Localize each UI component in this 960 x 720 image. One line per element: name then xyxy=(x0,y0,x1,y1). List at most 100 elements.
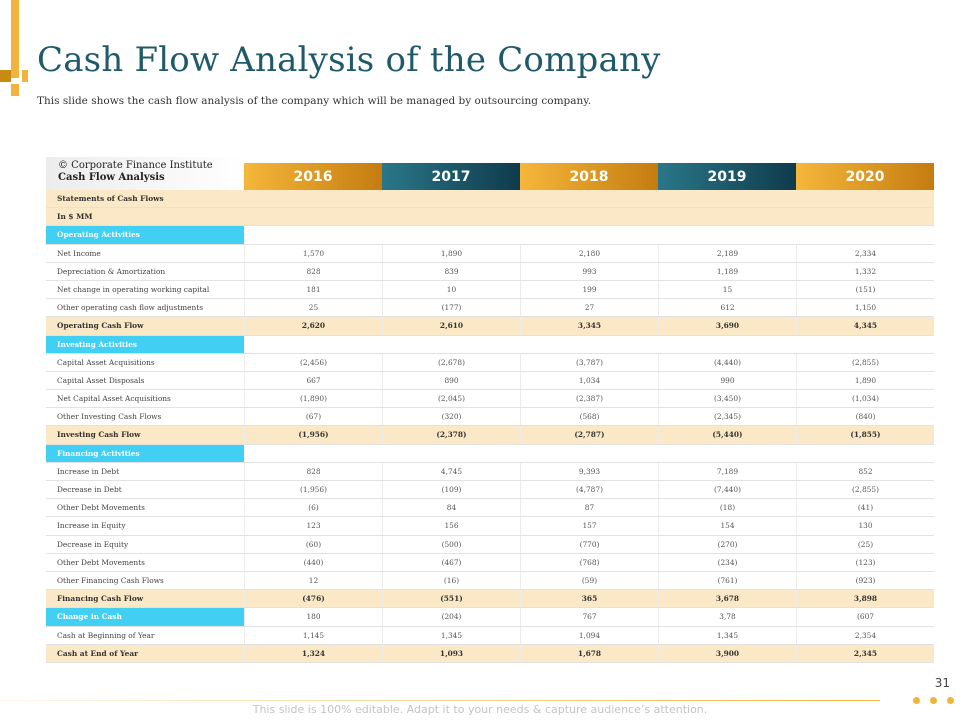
cell-value xyxy=(244,226,382,243)
cell-value: (234) xyxy=(658,553,796,571)
year-header: 2018 xyxy=(520,163,658,190)
row-label: Increase in Equity xyxy=(57,521,126,531)
cell-value: 828 xyxy=(244,262,382,280)
cell-value: 84 xyxy=(382,499,520,517)
cell-value xyxy=(382,190,520,207)
cell-value: (2,378) xyxy=(382,426,520,444)
slide-subtitle: This slide shows the cash flow analysis … xyxy=(37,95,592,107)
table-body: Statements of Cash Flows In $ MM Operating… xyxy=(46,190,934,663)
cell-value: (607 xyxy=(796,608,934,626)
cell-value: (18) xyxy=(658,499,796,517)
row-label: Increase in Debt xyxy=(57,466,120,476)
table-row: Investing Cash Flow (1,956) (2,378) (2,787)… xyxy=(46,426,934,445)
cell-value: 4,345 xyxy=(796,317,934,335)
table-row: Increase in Debt 828 4,745 9,393 7,189 852 xyxy=(46,462,934,481)
cell-value: (2,787) xyxy=(520,426,658,444)
cell-value: 25 xyxy=(244,299,382,317)
cell-value: (4,787) xyxy=(520,481,658,499)
table-row: Decrease in Debt (1,956) (109) (4,787) (7,44… xyxy=(46,481,934,500)
row-label: Cash at Beginning of Year xyxy=(57,630,155,640)
cell-value: (1,890) xyxy=(244,390,382,408)
cell-value: (123) xyxy=(796,553,934,571)
cell-value: 612 xyxy=(658,299,796,317)
cell-value: 1,332 xyxy=(796,262,934,280)
cell-value: 2,334 xyxy=(796,244,934,262)
cell-value: 2,610 xyxy=(382,317,520,335)
year-header: 2019 xyxy=(658,163,796,190)
page-title: Cash Flow Analysis of the Company xyxy=(37,40,661,80)
row-label: Other Financing Cash Flows xyxy=(57,575,164,585)
cell-value: (59) xyxy=(520,571,658,590)
cell-value: 27 xyxy=(520,299,658,317)
table-row: Financing Cash Flow (476) (551) 365 3,678 3,8… xyxy=(46,590,934,609)
table-row: Cash at End of Year 1,324 1,093 1,678 3,900 2… xyxy=(46,644,934,663)
cell-value: 365 xyxy=(520,590,658,608)
cell-value xyxy=(796,226,934,243)
row-label: Investing Cash Flow xyxy=(57,430,141,440)
cell-value: 2,189 xyxy=(658,244,796,262)
cell-value: 181 xyxy=(244,280,382,299)
cell-value: (151) xyxy=(796,280,934,299)
cell-value: 1,145 xyxy=(244,626,382,644)
cell-value xyxy=(658,208,796,225)
cell-value: 828 xyxy=(244,462,382,480)
cell-value: 1,570 xyxy=(244,244,382,262)
cell-value: (204) xyxy=(382,608,520,626)
cell-value xyxy=(520,226,658,243)
cell-value: 3,690 xyxy=(658,317,796,335)
row-label: Statements of Cash Flows xyxy=(57,194,164,203)
cell-value: 2,345 xyxy=(796,644,934,662)
cell-value: 1,324 xyxy=(244,644,382,662)
table-row: Depreciation & Amortization 828 839 993 1,18… xyxy=(46,262,934,281)
decorative-bar xyxy=(11,0,19,78)
row-label: Operating Cash Flow xyxy=(57,321,144,331)
row-label: Depreciation & Amortization xyxy=(57,266,166,276)
cell-value: (3,450) xyxy=(658,390,796,408)
table-row: Financing Activities xyxy=(46,444,934,463)
cell-value: 839 xyxy=(382,262,520,280)
cell-value: 154 xyxy=(658,517,796,535)
cell-value: 1,890 xyxy=(796,371,934,390)
cell-value xyxy=(244,445,382,462)
row-label: In $ MM xyxy=(57,212,93,222)
page-number: 31 xyxy=(934,676,950,690)
cell-value: (770) xyxy=(520,535,658,553)
year-header: 2016 xyxy=(244,163,382,190)
table-row: Other Debt Movements (440) (467) (768) (234)… xyxy=(46,553,934,572)
cell-value xyxy=(382,336,520,353)
cell-value: 890 xyxy=(382,371,520,390)
cell-value xyxy=(796,208,934,225)
cell-value: (440) xyxy=(244,553,382,571)
cell-value: 1,150 xyxy=(796,299,934,317)
cell-value: (3,787) xyxy=(520,353,658,371)
cell-value xyxy=(520,336,658,353)
cell-value xyxy=(520,445,658,462)
cell-value: (67) xyxy=(244,408,382,426)
cell-value: (4,440) xyxy=(658,353,796,371)
cell-value: 15 xyxy=(658,280,796,299)
footer-divider xyxy=(0,700,880,701)
row-label: Change in Cash xyxy=(46,608,244,626)
decorative-dot xyxy=(913,697,920,704)
table-row: Net Capital Asset Acquisitions (1,890) (2,… xyxy=(46,390,934,409)
cell-value: 9,393 xyxy=(520,462,658,480)
cell-value: (1,956) xyxy=(244,481,382,499)
row-label: Net Income xyxy=(57,248,101,258)
cell-value: (551) xyxy=(382,590,520,608)
cell-value: 1,189 xyxy=(658,262,796,280)
decorative-dot xyxy=(947,697,954,704)
row-label: Net change in operating working capital xyxy=(57,284,210,294)
cash-flow-table: © Corporate Finance Institute Cash Flow … xyxy=(46,157,934,663)
table-row: Capital Asset Disposals 667 890 1,034 990 1,8… xyxy=(46,371,934,391)
year-header: 2017 xyxy=(382,163,520,190)
decorative-dot xyxy=(930,697,937,704)
cell-value: (7,440) xyxy=(658,481,796,499)
cell-value: 12 xyxy=(244,571,382,590)
cell-value: (2,045) xyxy=(382,390,520,408)
cell-value: 7,189 xyxy=(658,462,796,480)
cell-value: (2,678) xyxy=(382,353,520,371)
cell-value: 3,678 xyxy=(658,590,796,608)
cell-value: (41) xyxy=(796,499,934,517)
cell-value: (923) xyxy=(796,571,934,590)
row-label: Net Capital Asset Acquisitions xyxy=(57,394,171,404)
